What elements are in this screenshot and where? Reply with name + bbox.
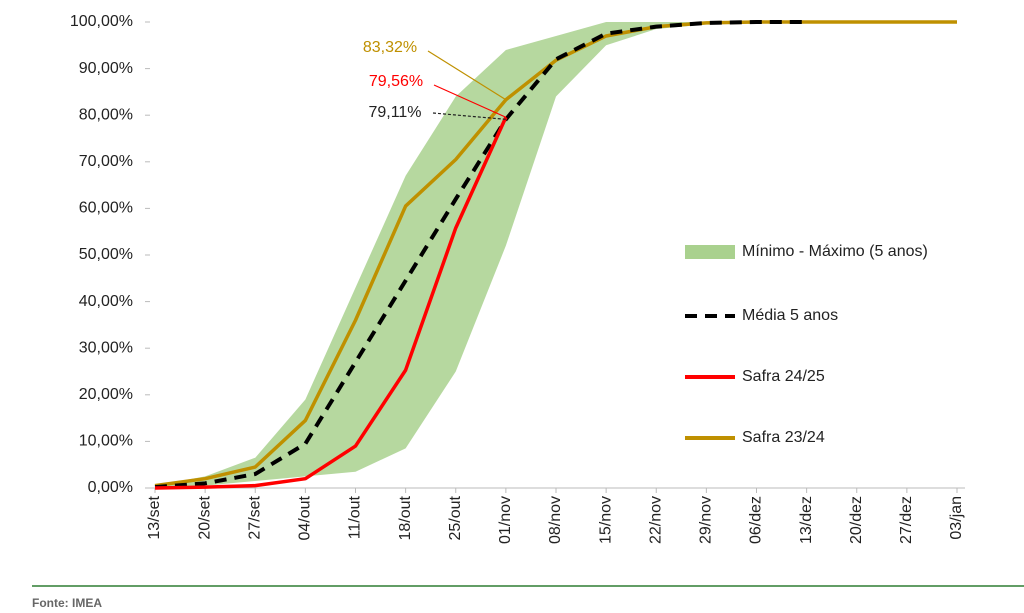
x-tick-label: 22/nov [647,496,664,544]
x-tick-label: 20/set [196,495,213,539]
x-tick-label: 18/out [397,495,414,540]
series-line [154,20,807,490]
value-label: 83,32% [363,39,417,56]
legend-swatch [685,245,735,259]
legend-label: Safra 23/24 [742,429,825,446]
leader-line [432,112,506,120]
y-tick-label: 100,00% [70,13,133,30]
leader-line [433,84,507,118]
y-tick-label: 90,00% [79,60,133,77]
x-tick-label: 11/out [347,495,364,539]
x-tick-label: 29/nov [698,496,715,544]
x-tick-label: 13/set [146,495,163,539]
y-tick-label: 50,00% [79,246,133,263]
source: Fonte: IMEA [32,596,102,610]
x-tick-label: 25/out [447,495,464,540]
legend-label: Safra 24/25 [742,368,825,385]
x-tick-label: 27/dez [898,496,915,544]
value-label: 79,56% [369,73,423,90]
y-tick-label: 80,00% [79,106,133,123]
x-tick-label: 04/out [297,495,314,540]
x-tick-label: 01/nov [497,496,514,544]
y-tick-label: 20,00% [79,386,133,403]
x-tick-label: 15/nov [597,496,614,544]
x-tick-label: 13/dez [798,496,815,544]
x-tick-label: 27/set [246,495,263,539]
y-tick-label: 0,00% [88,479,133,496]
x-tick-label: 08/nov [547,496,564,544]
y-tick-label: 70,00% [79,153,133,170]
x-tick-label: 06/dez [748,496,765,544]
legend-label: Mínimo - Máximo (5 anos) [742,243,928,260]
x-tick-label: 03/jan [948,496,965,540]
value-label: 79,11% [368,104,421,121]
y-tick-label: 40,00% [79,293,133,310]
y-tick-label: 10,00% [79,433,133,450]
y-tick-label: 30,00% [79,339,133,356]
series-line [154,116,508,490]
leader-line [427,50,507,101]
x-tick-label: 20/dez [848,496,865,544]
y-tick-label: 60,00% [79,200,133,217]
range-band [155,22,807,488]
series-line [154,20,957,488]
legend-label: Média 5 anos [742,307,839,324]
